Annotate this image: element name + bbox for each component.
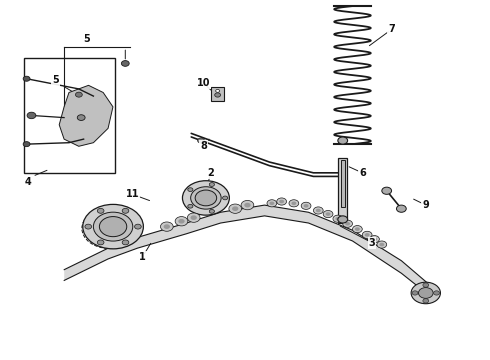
Circle shape xyxy=(122,208,129,213)
Text: 10: 10 xyxy=(196,78,210,88)
Circle shape xyxy=(85,224,92,229)
Circle shape xyxy=(316,209,321,212)
Circle shape xyxy=(335,217,340,221)
Circle shape xyxy=(209,210,215,213)
Circle shape xyxy=(333,215,343,222)
Circle shape xyxy=(188,188,193,192)
Circle shape xyxy=(355,227,360,231)
Text: 6: 6 xyxy=(359,168,366,178)
Circle shape xyxy=(396,205,406,212)
Circle shape xyxy=(182,181,229,215)
Circle shape xyxy=(241,201,254,210)
Circle shape xyxy=(195,190,217,206)
Circle shape xyxy=(379,243,384,246)
Text: 1: 1 xyxy=(139,252,146,262)
Circle shape xyxy=(369,235,379,243)
Polygon shape xyxy=(64,205,431,297)
Circle shape xyxy=(191,215,197,220)
Circle shape xyxy=(187,213,200,222)
Circle shape xyxy=(411,282,441,304)
Text: 9: 9 xyxy=(422,200,429,210)
Circle shape xyxy=(245,203,250,207)
Circle shape xyxy=(279,200,284,203)
Circle shape xyxy=(345,222,350,226)
Circle shape xyxy=(362,231,372,238)
Circle shape xyxy=(122,60,129,66)
Circle shape xyxy=(160,222,173,231)
Circle shape xyxy=(434,291,440,295)
Circle shape xyxy=(27,112,36,119)
Circle shape xyxy=(323,211,333,218)
Circle shape xyxy=(372,237,377,241)
Circle shape xyxy=(23,141,30,147)
Circle shape xyxy=(75,92,82,97)
Text: 8: 8 xyxy=(200,141,207,151)
Circle shape xyxy=(215,93,220,97)
Text: 2: 2 xyxy=(207,168,214,178)
Circle shape xyxy=(232,206,239,211)
Text: 5: 5 xyxy=(83,35,90,44)
Circle shape xyxy=(222,196,228,200)
Circle shape xyxy=(98,240,104,245)
Circle shape xyxy=(216,89,220,92)
Circle shape xyxy=(412,291,418,295)
Text: 3: 3 xyxy=(368,238,375,248)
Polygon shape xyxy=(59,85,113,146)
Text: 5: 5 xyxy=(52,75,59,85)
Text: 7: 7 xyxy=(388,24,395,35)
Circle shape xyxy=(289,200,299,207)
Circle shape xyxy=(338,137,347,144)
Circle shape xyxy=(338,216,347,223)
Circle shape xyxy=(178,219,185,224)
Circle shape xyxy=(209,183,215,186)
Circle shape xyxy=(326,212,331,216)
Circle shape xyxy=(83,204,144,249)
Circle shape xyxy=(343,220,352,227)
Circle shape xyxy=(164,224,170,229)
Circle shape xyxy=(423,283,429,287)
Circle shape xyxy=(377,241,387,248)
Circle shape xyxy=(352,226,362,233)
Circle shape xyxy=(98,208,104,213)
Circle shape xyxy=(197,138,204,143)
Text: 4: 4 xyxy=(24,177,31,188)
Circle shape xyxy=(122,240,129,245)
Circle shape xyxy=(365,233,369,237)
Circle shape xyxy=(270,202,274,205)
Circle shape xyxy=(277,198,287,205)
Circle shape xyxy=(23,76,30,81)
Circle shape xyxy=(418,288,433,298)
Circle shape xyxy=(267,200,277,207)
Circle shape xyxy=(94,212,133,241)
Circle shape xyxy=(99,217,127,237)
Circle shape xyxy=(382,187,392,194)
Bar xyxy=(338,158,347,223)
Circle shape xyxy=(191,187,221,209)
Circle shape xyxy=(77,115,85,121)
Circle shape xyxy=(314,207,323,214)
Circle shape xyxy=(304,204,309,208)
Circle shape xyxy=(175,217,188,226)
Circle shape xyxy=(301,202,311,210)
Bar xyxy=(24,58,115,173)
Text: 11: 11 xyxy=(126,189,139,199)
Circle shape xyxy=(135,224,141,229)
Circle shape xyxy=(423,299,429,303)
Circle shape xyxy=(292,202,296,205)
Bar xyxy=(341,159,344,207)
Bar xyxy=(211,87,224,101)
Circle shape xyxy=(229,204,242,213)
Circle shape xyxy=(188,204,193,208)
